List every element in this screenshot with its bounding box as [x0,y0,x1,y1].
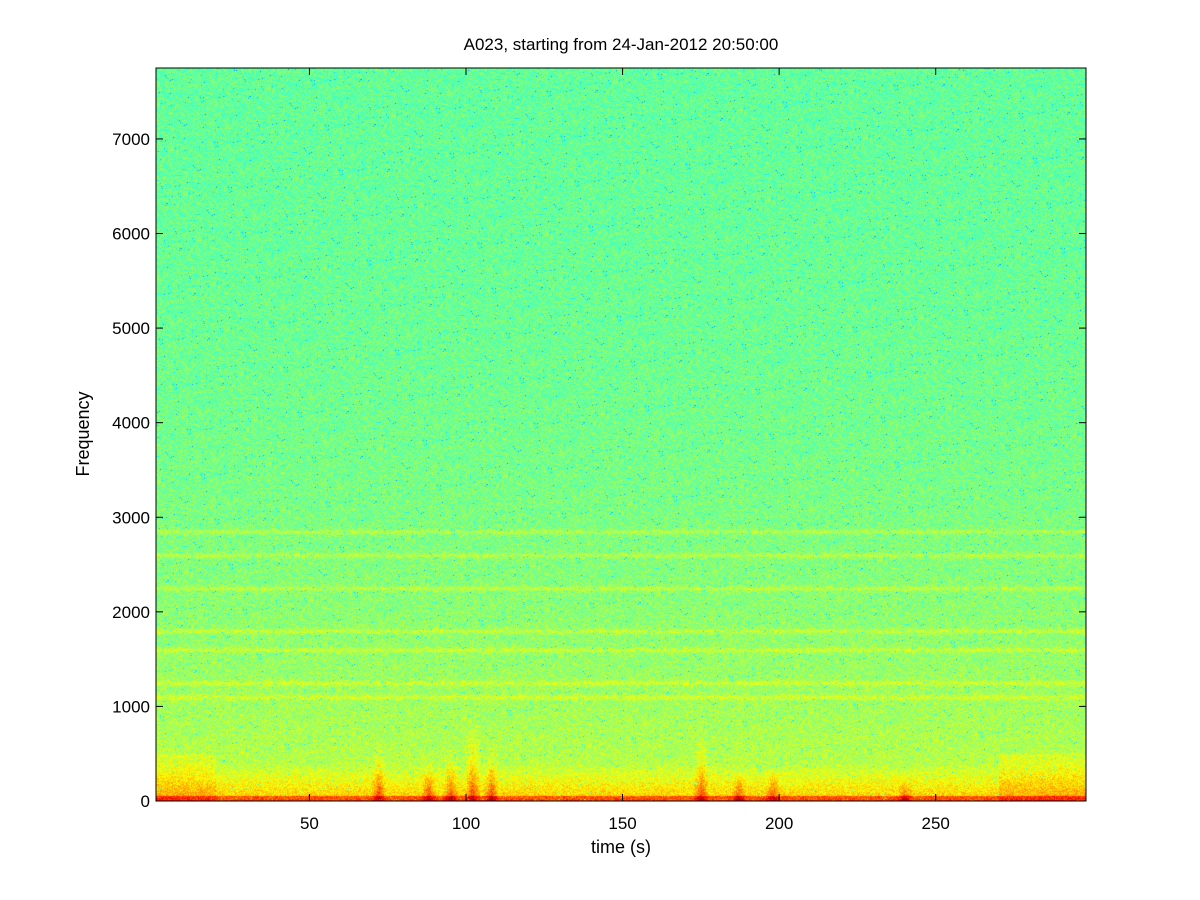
spectrogram-image [156,68,1086,801]
plot-frame [155,67,1087,802]
y-tick-label: 6000 [112,225,150,244]
y-tick-label: 2000 [112,603,150,622]
x-tick-label: 150 [608,814,636,833]
y-axis-label: Frequency [73,391,93,476]
y-axis-ticks: 0 1000 2000 3000 4000 5000 6000 7000 [112,130,1086,811]
y-tick-label: 0 [141,792,150,811]
chart-title: A023, starting from 24-Jan-2012 20:50:00 [464,35,779,54]
y-tick-label: 4000 [112,414,150,433]
x-tick-label: 250 [922,814,950,833]
y-tick-label: 3000 [112,508,150,527]
x-axis-ticks: 50 100 150 200 250 [300,68,950,833]
y-tick-label: 1000 [112,697,150,716]
x-tick-label: 50 [300,814,319,833]
x-tick-label: 100 [452,814,480,833]
x-tick-label: 200 [765,814,793,833]
x-axis-label: time (s) [591,837,651,857]
y-tick-label: 5000 [112,319,150,338]
y-tick-label: 7000 [112,130,150,149]
